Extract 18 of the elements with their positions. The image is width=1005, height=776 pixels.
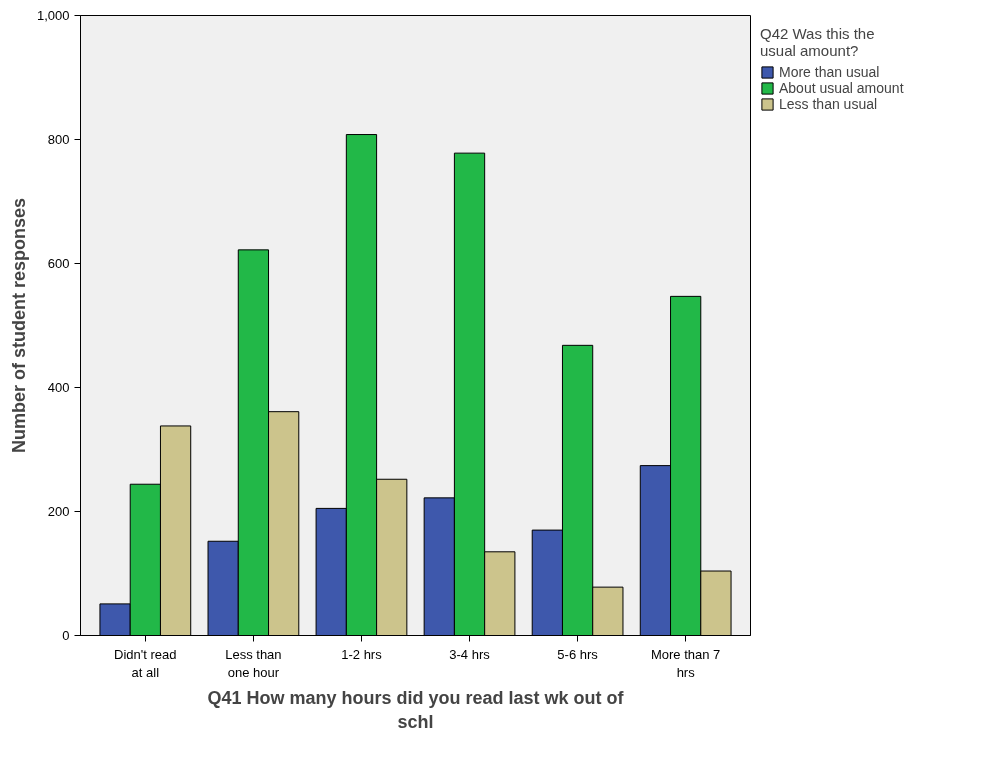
x-tick-label: 3-4 hrs: [449, 646, 491, 662]
x-axis-title: Q41 How many hours did you read last wk out of schl: [207, 687, 625, 732]
y-tick-label: 400: [47, 380, 70, 395]
x-tick-label: More than 7 hrs: [650, 646, 721, 680]
legend-label: About usual amount: [779, 80, 904, 96]
legend-label: Less than usual: [779, 96, 878, 112]
x-tick-label: 5-6 hrs: [557, 646, 599, 662]
x-tick-label: Less than one hour: [225, 646, 282, 680]
y-axis-title: Number of student responses: [8, 197, 29, 454]
y-tick-label: 800: [47, 132, 70, 147]
legend-title: Q42 Was this the usual amount?: [760, 25, 876, 59]
x-tick-label: 1-2 hrs: [341, 646, 383, 662]
y-tick-label: 1,000: [36, 8, 70, 23]
y-tick-label: 600: [47, 256, 70, 271]
y-tick-label: 0: [62, 628, 70, 643]
y-tick-label: 200: [47, 504, 70, 519]
legend-label: More than usual: [779, 64, 880, 80]
x-tick-label: Didn't read at all: [114, 646, 177, 680]
